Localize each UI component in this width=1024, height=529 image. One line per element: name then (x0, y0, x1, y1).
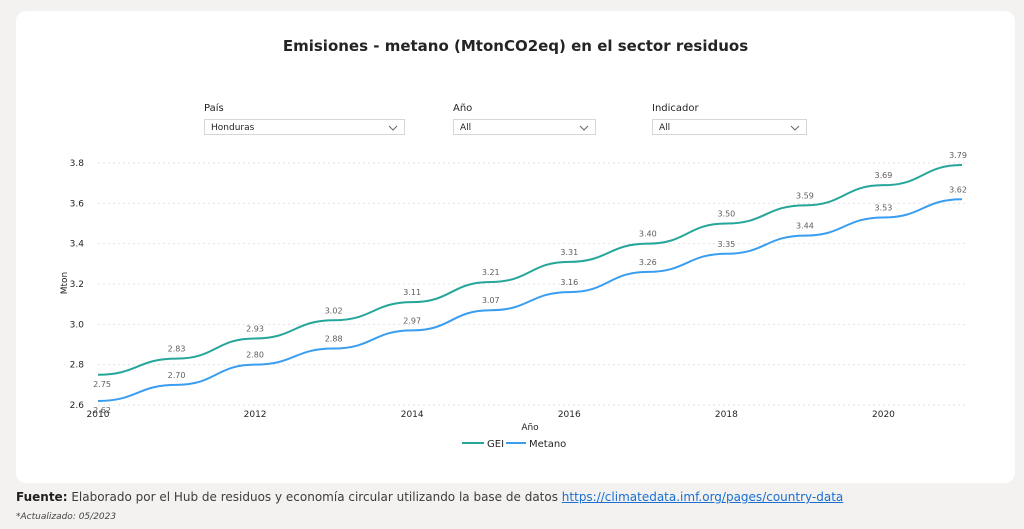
data-label: 3.62 (949, 185, 967, 194)
indicador-dropdown[interactable]: All (652, 119, 807, 135)
data-labels: 2.75 2.83 2.93 3.02 3.11 3.21 3.31 3.40 3.50 3.59… (93, 151, 967, 415)
x-tick-label: 2020 (872, 410, 895, 420)
data-label: 3.21 (482, 268, 500, 277)
data-label: 3.16 (560, 278, 578, 287)
chart-title: Emisiones - metano (MtonCO2eq) en el sec… (282, 37, 749, 55)
data-label: 2.93 (246, 324, 264, 333)
series-line-gei[interactable] (97, 164, 963, 376)
data-label: 3.26 (639, 258, 657, 267)
data-label: 2.88 (325, 335, 343, 344)
legend-metano-label[interactable]: Metano (529, 439, 566, 450)
chevron-down-icon (579, 125, 589, 131)
footer-source-text: Elaborado por el Hub de residuos y econo… (71, 490, 558, 504)
data-label: 2.70 (168, 371, 186, 380)
pais-dropdown-value: Honduras (211, 123, 255, 133)
y-tick-label: 3.4 (70, 240, 85, 250)
data-label: 2.80 (246, 351, 264, 360)
data-label: 3.59 (796, 191, 814, 200)
y-axis-title: Mton (60, 272, 70, 295)
x-tick-label: 2010 (87, 410, 110, 420)
footer-source-label: Fuente: (16, 490, 68, 504)
data-label: 2.75 (93, 380, 111, 389)
x-axis-title: Año (521, 423, 539, 433)
legend: GEI Metano (462, 439, 566, 450)
data-label: 3.53 (875, 203, 893, 212)
data-label: 3.11 (403, 288, 421, 297)
pais-dropdown[interactable]: Honduras (204, 119, 405, 135)
x-axis: 2010 2012 2014 2016 2018 2020 (87, 410, 896, 420)
data-label: 3.40 (639, 230, 657, 239)
filter-pais-label: País (204, 103, 224, 114)
data-label: 3.35 (717, 240, 735, 249)
data-label: 2.62 (93, 406, 111, 415)
footer-updated: *Actualizado: 05/2023 (16, 512, 117, 522)
chevron-down-icon (790, 125, 800, 131)
series-line-metano[interactable] (97, 198, 963, 402)
ano-dropdown[interactable]: All (453, 119, 596, 135)
data-label: 3.79 (949, 151, 967, 160)
indicador-dropdown-value: All (659, 123, 671, 133)
filter-indicador: Indicador All (652, 103, 807, 135)
filter-pais: País Honduras (204, 103, 405, 135)
legend-gei-label[interactable]: GEI (487, 439, 504, 450)
y-tick-label: 3.6 (70, 199, 85, 209)
data-label: 3.07 (482, 296, 500, 305)
x-tick-label: 2018 (715, 410, 738, 420)
y-axis: 2.6 2.8 3.0 3.2 3.4 3.6 3.8 (70, 159, 85, 411)
y-tick-label: 3.2 (70, 280, 84, 290)
data-label: 2.83 (168, 345, 186, 354)
ano-dropdown-value: All (460, 123, 472, 133)
series-group (97, 164, 963, 402)
data-label: 3.02 (325, 306, 343, 315)
filter-ano: Año All (453, 103, 596, 135)
y-tick-label: 2.6 (70, 401, 85, 411)
chart-card: Emisiones - metano (MtonCO2eq) en el sec… (16, 11, 1015, 483)
footer-source: Fuente: Elaborado por el Hub de residuos… (16, 490, 843, 504)
data-label: 3.50 (717, 210, 735, 219)
chevron-down-icon (388, 125, 398, 131)
data-label: 2.97 (403, 316, 421, 325)
y-tick-label: 3.0 (70, 320, 85, 330)
y-tick-label: 3.8 (70, 159, 85, 169)
line-chart: 2.62.83.03.23.43.63.8 2010 2012 2014 2016 20… (60, 151, 968, 450)
data-label: 3.69 (875, 171, 893, 180)
filter-indicador-label: Indicador (652, 103, 699, 114)
x-tick-label: 2012 (244, 410, 267, 420)
filter-ano-label: Año (453, 103, 473, 114)
data-label: 3.31 (560, 248, 578, 257)
data-label: 3.44 (796, 222, 814, 231)
source-link[interactable]: https://climatedata.imf.org/pages/countr… (561, 490, 844, 504)
x-tick-label: 2016 (558, 410, 581, 420)
x-tick-label: 2014 (401, 410, 424, 420)
y-tick-label: 2.8 (70, 361, 85, 371)
